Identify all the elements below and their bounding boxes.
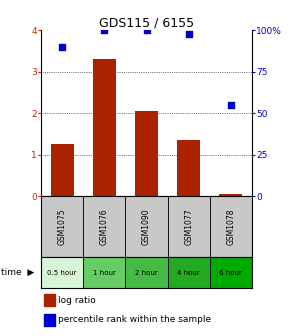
Text: 1 hour: 1 hour: [93, 269, 116, 276]
Text: GSM1075: GSM1075: [58, 209, 67, 245]
Text: 6 hour: 6 hour: [219, 269, 242, 276]
Bar: [44, 314, 55, 326]
Bar: [50, 144, 74, 196]
Text: GSM1078: GSM1078: [226, 209, 235, 245]
Bar: [210, 257, 252, 288]
Bar: [125, 257, 168, 288]
Title: GDS115 / 6155: GDS115 / 6155: [99, 16, 194, 29]
Text: GSM1090: GSM1090: [142, 209, 151, 245]
Text: percentile rank within the sample: percentile rank within the sample: [58, 316, 211, 325]
Text: GSM1076: GSM1076: [100, 209, 109, 245]
Bar: [177, 140, 200, 196]
Point: [144, 28, 149, 33]
Bar: [44, 294, 55, 306]
Point: [102, 28, 107, 33]
Bar: [83, 257, 125, 288]
Bar: [168, 257, 210, 288]
Bar: [210, 196, 252, 257]
Text: time  ▶: time ▶: [1, 268, 35, 277]
Text: 2 hour: 2 hour: [135, 269, 158, 276]
Point: [229, 102, 233, 108]
Bar: [93, 59, 116, 196]
Text: log ratio: log ratio: [58, 296, 96, 305]
Text: GSM1077: GSM1077: [184, 209, 193, 245]
Text: 0.5 hour: 0.5 hour: [47, 269, 77, 276]
Text: 4 hour: 4 hour: [177, 269, 200, 276]
Bar: [83, 196, 125, 257]
Bar: [41, 196, 83, 257]
Bar: [135, 111, 158, 196]
Bar: [125, 196, 168, 257]
Point: [186, 31, 191, 36]
Bar: [168, 196, 210, 257]
Bar: [41, 257, 83, 288]
Point: [60, 44, 64, 49]
Bar: [219, 194, 243, 196]
